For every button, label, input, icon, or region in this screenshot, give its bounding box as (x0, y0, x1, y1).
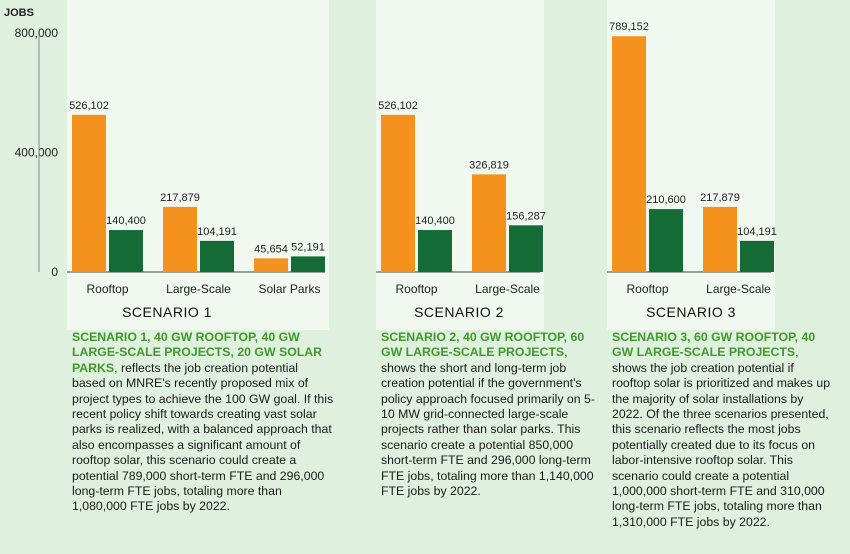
category-label: Large-Scale (475, 282, 540, 296)
scenario-title: SCENARIO 1 (122, 304, 212, 320)
long-term-bar (109, 230, 143, 272)
scenario-3-panel: 789,152 210,600 Rooftop 217,879 104,191 Large… (607, 0, 777, 330)
short-term-value-label: 526,102 (69, 100, 109, 112)
long-term-bar (509, 225, 543, 272)
long-term-value-label: 210,600 (646, 194, 686, 206)
chart-panels: 526,102 140,400 Rooftop 217,879 104,191 Large… (67, 0, 777, 330)
scenario-title: SCENARIO 3 (646, 304, 736, 320)
long-term-bar (200, 240, 234, 272)
long-term-value-label: 140,400 (106, 215, 146, 227)
short-term-value-label: 45,654 (254, 243, 288, 255)
short-term-bar (163, 206, 197, 272)
scenario-3-heading: SCENARIO 3, 60 GW ROOFTOP, 40 GW LARGE-S… (612, 330, 816, 360)
y-axis-label: JOBS (4, 7, 34, 19)
scenario-title: SCENARIO 2 (414, 304, 504, 320)
short-term-value-label: 789,152 (609, 21, 649, 33)
scenario-1-body: , reflects the job creation potential ba… (72, 360, 334, 514)
category-label: Rooftop (395, 282, 437, 296)
category-label: Rooftop (86, 282, 128, 296)
y-tick-label: 0 (51, 265, 58, 279)
long-term-value-label: 104,191 (197, 226, 237, 238)
scenario-2-panel: 526,102 140,400 Rooftop 326,819 156,287 Large… (376, 0, 546, 330)
scenario-1-description: SCENARIO 1, 40 GW ROOFTOP, 40 GW LARGE-S… (72, 330, 334, 515)
long-term-bar (291, 256, 325, 272)
long-term-bar (418, 230, 452, 272)
short-term-value-label: 217,879 (160, 192, 200, 204)
long-term-value-label: 140,400 (415, 215, 455, 227)
short-term-value-label: 526,102 (378, 100, 418, 112)
scenario-2-body: , shows the short and long-term job crea… (381, 345, 595, 499)
y-axis-ticks: 800,000 400,000 0 (15, 26, 59, 279)
short-term-bar (254, 258, 288, 272)
scenario-2-description: SCENARIO 2, 40 GW ROOFTOP, 60 GW LARGE-S… (381, 330, 595, 499)
category-label: Large-Scale (706, 282, 771, 296)
long-term-value-label: 52,191 (291, 241, 325, 253)
long-term-bar (649, 209, 683, 272)
y-tick-label: 400,000 (15, 146, 59, 160)
scenario-2-heading: SCENARIO 2, 40 GW ROOFTOP, 60 GW LARGE-S… (381, 330, 585, 360)
short-term-bar (72, 114, 106, 272)
short-term-value-label: 326,819 (469, 159, 509, 171)
y-tick-label: 800,000 (15, 26, 59, 40)
scenario-1-panel: 526,102 140,400 Rooftop 217,879 104,191 Large… (67, 0, 329, 330)
category-label: Solar Parks (258, 282, 320, 296)
category-label: Rooftop (626, 282, 668, 296)
short-term-bar (381, 114, 415, 272)
long-term-value-label: 156,287 (506, 210, 546, 222)
scenario-3-body: , shows the job creation potential if ro… (612, 345, 831, 529)
short-term-bar (612, 36, 646, 272)
short-term-value-label: 217,879 (700, 192, 740, 204)
short-term-bar (703, 206, 737, 272)
scenario-1-heading: SCENARIO 1, 40 GW ROOFTOP, 40 GW LARGE-S… (72, 330, 323, 375)
panel-background (67, 0, 329, 330)
category-label: Large-Scale (166, 282, 231, 296)
scenario-3-description: SCENARIO 3, 60 GW ROOFTOP, 40 GW LARGE-S… (612, 330, 834, 530)
short-term-bar (472, 174, 506, 272)
long-term-value-label: 104,191 (737, 226, 777, 238)
long-term-bar (740, 240, 774, 272)
